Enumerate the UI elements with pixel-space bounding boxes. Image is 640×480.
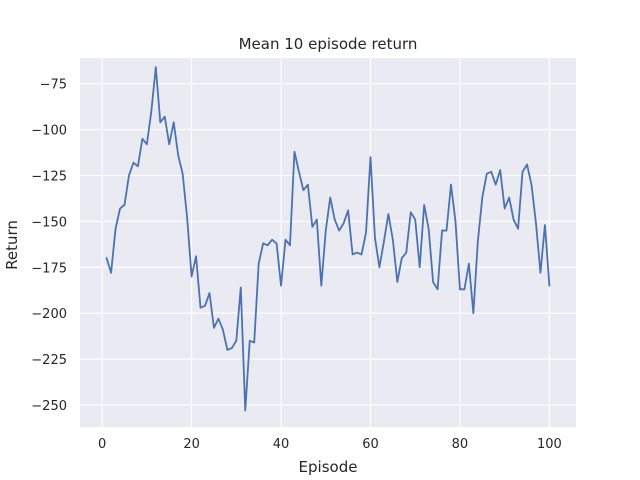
y-tick-label: −200 — [31, 307, 67, 322]
x-tick-label: 20 — [183, 437, 200, 452]
x-tick-label: 100 — [537, 437, 562, 452]
series-line — [105, 66, 551, 412]
y-tick-label: −225 — [31, 353, 67, 368]
x-tick-label: 40 — [273, 437, 290, 452]
y-tick-label: −175 — [31, 261, 67, 276]
y-axis-label: Return — [3, 220, 21, 270]
x-tick-label: 60 — [362, 437, 379, 452]
plot-area — [80, 58, 576, 427]
series-layer — [105, 66, 551, 412]
y-axis-ticks: −250 −225 −200 −175 −150 −125 −100 −75 — [31, 78, 67, 414]
x-tick-label: 80 — [452, 437, 469, 452]
x-tick-label: 0 — [98, 437, 106, 452]
y-tick-label: −75 — [40, 78, 67, 93]
gridlines — [80, 58, 576, 427]
y-tick-label: −150 — [31, 215, 67, 230]
x-axis-label: Episode — [299, 458, 358, 476]
y-tick-label: −100 — [31, 124, 67, 139]
chart-title: Mean 10 episode return — [239, 35, 418, 53]
y-tick-label: −250 — [31, 399, 67, 414]
y-tick-label: −125 — [31, 169, 67, 184]
x-axis-ticks: 0 20 40 60 80 100 — [98, 437, 562, 452]
